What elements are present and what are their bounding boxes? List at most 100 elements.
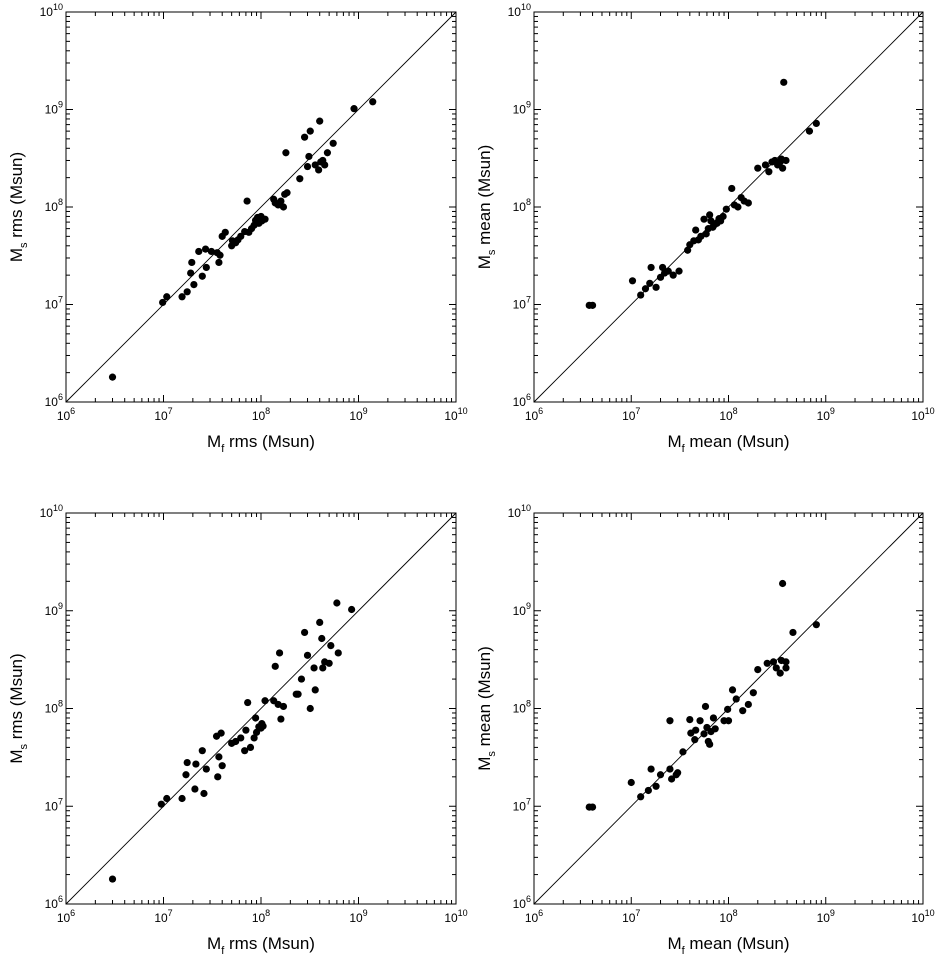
- data-point: [722, 205, 730, 213]
- data-point: [214, 773, 222, 781]
- data-point: [780, 78, 788, 86]
- y-tick-label: 107: [45, 796, 63, 813]
- data-point: [744, 199, 752, 207]
- data-point: [198, 272, 206, 280]
- data-point: [159, 298, 167, 307]
- data-point: [202, 765, 210, 773]
- x-tick-label: 1010: [911, 908, 934, 925]
- data-point: [275, 649, 284, 657]
- data-point: [311, 686, 319, 694]
- x-tick-label: 107: [154, 908, 172, 925]
- x-tick-label: 108: [719, 908, 737, 925]
- y-tick-label: 109: [513, 100, 531, 117]
- data-point: [724, 705, 732, 713]
- y-tick-label: 108: [513, 197, 531, 214]
- data-point: [321, 161, 329, 169]
- data-point: [711, 725, 719, 733]
- data-point: [709, 714, 718, 722]
- data-point: [706, 211, 714, 219]
- x-tick-label: 108: [252, 406, 270, 423]
- data-point: [691, 736, 699, 744]
- data-point: [669, 271, 677, 279]
- data-point: [739, 707, 747, 715]
- data-point: [198, 747, 206, 755]
- data-point: [761, 161, 770, 169]
- data-point: [782, 156, 790, 165]
- x-tick-label: 109: [817, 406, 835, 423]
- data-points: [108, 599, 356, 883]
- data-point: [679, 748, 687, 756]
- data-point: [300, 133, 309, 141]
- data-point: [251, 714, 260, 722]
- data-point: [666, 765, 674, 773]
- y-tick-label: 107: [45, 295, 63, 312]
- data-point: [769, 658, 778, 666]
- data-point: [217, 729, 225, 737]
- y-axis-label: Ms mean (Msun): [475, 145, 498, 270]
- data-point: [218, 762, 226, 770]
- x-tick-label: 109: [349, 406, 367, 423]
- data-point: [664, 267, 672, 275]
- y-axis-label: Ms rms (Msun): [7, 653, 30, 763]
- data-point: [191, 785, 199, 793]
- y-tick-label: 109: [513, 601, 531, 618]
- data-point: [303, 162, 312, 171]
- data-point: [183, 288, 191, 296]
- x-tick-label: 107: [154, 406, 172, 423]
- data-point: [279, 702, 288, 711]
- y-tick-label: 106: [45, 894, 63, 911]
- data-point: [250, 734, 258, 742]
- y-tick-label: 1010: [508, 503, 531, 520]
- data-point: [283, 189, 291, 197]
- data-point: [259, 722, 267, 730]
- data-point: [805, 127, 814, 135]
- data-point: [297, 675, 306, 683]
- data-point: [700, 730, 708, 738]
- data-point: [157, 800, 165, 808]
- data-point: [315, 166, 323, 174]
- data-point: [732, 695, 740, 703]
- data-point: [310, 664, 318, 672]
- data-point: [232, 737, 240, 746]
- data-point: [163, 794, 171, 803]
- data-point: [701, 702, 710, 711]
- data-point: [296, 175, 304, 183]
- x-axis-label: Mf rms (Msun): [207, 432, 315, 455]
- data-point: [644, 786, 652, 795]
- data-point: [779, 164, 787, 172]
- data-point: [319, 664, 327, 672]
- data-point: [242, 726, 250, 734]
- data-point: [306, 704, 314, 713]
- data-point: [637, 793, 645, 801]
- data-point: [348, 605, 356, 614]
- data-point: [216, 251, 224, 259]
- data-point: [300, 628, 309, 637]
- data-point: [261, 697, 269, 705]
- data-point: [215, 753, 223, 761]
- data-point: [305, 152, 313, 161]
- data-point: [658, 263, 667, 272]
- x-tick-label: 106: [525, 908, 543, 925]
- data-point: [350, 105, 358, 113]
- x-axis-label: Mf rms (Msun): [207, 934, 315, 957]
- data-point: [627, 778, 635, 787]
- data-points: [108, 98, 377, 381]
- data-point: [734, 203, 742, 211]
- data-point: [108, 373, 117, 381]
- data-point: [323, 149, 332, 157]
- data-point: [647, 765, 655, 773]
- data-point: [182, 771, 190, 779]
- x-tick-label: 1010: [444, 406, 467, 423]
- y-tick-label: 1010: [508, 2, 531, 19]
- data-point: [656, 771, 665, 779]
- data-point: [772, 664, 780, 672]
- data-point: [318, 634, 326, 643]
- data-point: [369, 98, 377, 106]
- data-point: [700, 215, 708, 223]
- data-point: [190, 280, 198, 289]
- axis-ticks: [66, 12, 456, 402]
- data-point: [316, 117, 324, 125]
- data-point: [719, 212, 727, 221]
- data-point: [241, 747, 249, 755]
